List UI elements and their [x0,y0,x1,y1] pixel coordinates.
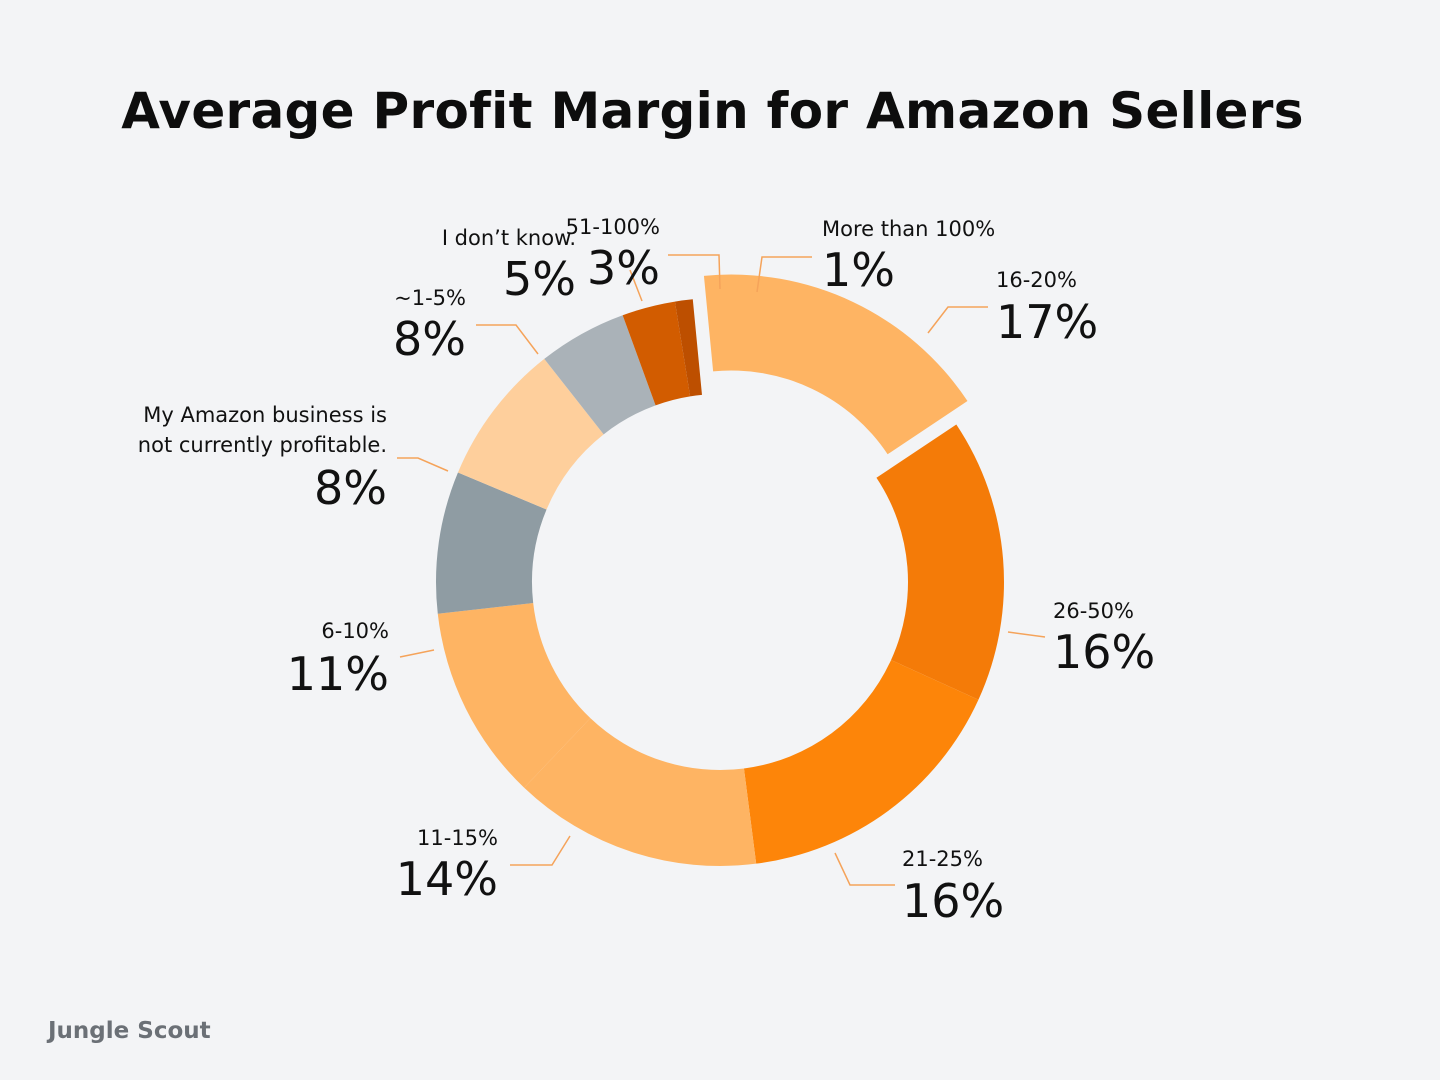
slice-6 [457,358,604,510]
leader-line-8 [668,254,721,290]
leader-line-6 [476,324,539,355]
slice-2 [743,659,979,864]
slice-label-8: 51-100% [566,215,660,239]
leader-line-2 [834,852,895,886]
slice-8 [622,301,691,406]
leader-line-0 [927,306,988,334]
slice-value-6: 8% [393,312,466,366]
slice-label-4: 6-10% [321,619,389,643]
slice-5 [436,472,547,614]
slice-label-0: 16-20% [996,268,1077,292]
slice-value-2: 16% [902,874,1004,928]
slice-4 [437,602,591,788]
slice-7 [544,315,656,435]
slice-label-9: More than 100% [822,217,995,241]
slice-label-3: 11-15% [417,826,498,850]
slice-value-4: 11% [287,647,389,701]
leader-line-3 [510,835,571,866]
slice-1 [876,424,1004,700]
slice-9 [674,299,702,397]
slice-value-8: 3% [587,241,660,295]
leader-line-7 [629,269,643,302]
slice-labels: 16-20%17%26-50%16%21-25%16%11-15%14%6-10… [138,215,1155,928]
slice-3 [524,718,757,867]
slice-value-3: 14% [396,852,498,906]
brand-logo: Jungle Scout [48,1018,211,1044]
slice-label-1: 26-50% [1053,599,1134,623]
slice-label-2: 21-25% [902,847,983,871]
slice-0 [703,274,968,455]
leader-lines [397,254,1046,886]
leader-line-4 [399,649,435,658]
donut-slices [436,274,1004,867]
leader-line-9 [756,256,812,293]
slice-value-7: 5% [503,252,576,306]
slice-label-6: ~1-5% [394,286,466,310]
slice-label-7: I don’t know. [442,226,576,250]
slice-value-1: 16% [1053,625,1155,679]
slice-value-0: 17% [996,295,1098,349]
slice-value-5: 8% [314,461,387,515]
slice-value-9: 1% [822,243,895,297]
chart-title: Average Profit Margin for Amazon Sellers [121,82,1304,140]
leader-line-1 [1007,631,1046,638]
leader-line-5 [397,457,449,472]
slice-label-5: My Amazon business is not currently profi… [138,403,387,457]
